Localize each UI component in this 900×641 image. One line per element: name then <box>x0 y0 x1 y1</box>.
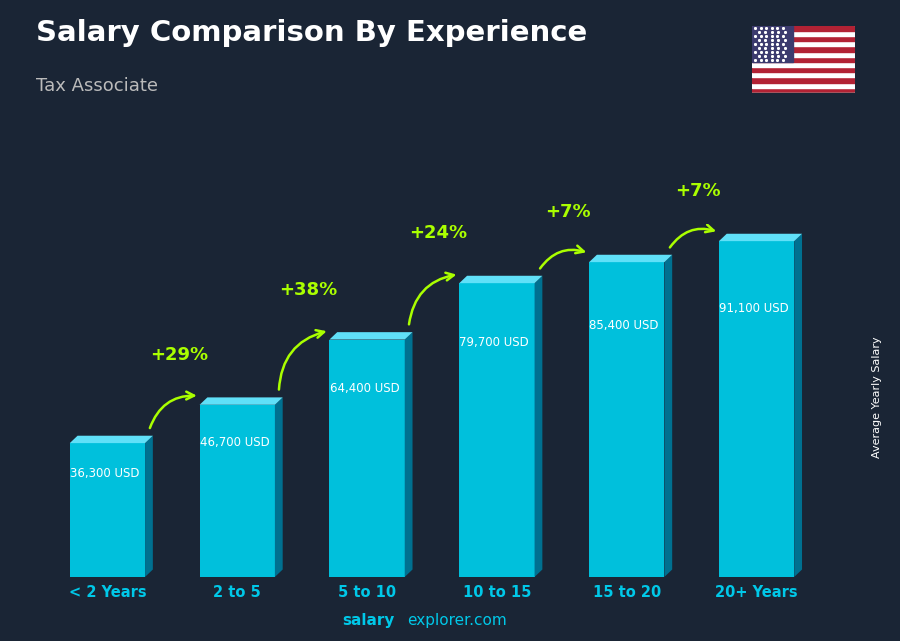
Bar <box>752 51 855 56</box>
Polygon shape <box>459 283 535 577</box>
Polygon shape <box>145 436 153 577</box>
Polygon shape <box>274 397 283 577</box>
Polygon shape <box>70 443 145 577</box>
Bar <box>752 67 855 72</box>
Text: +7%: +7% <box>545 203 591 221</box>
Polygon shape <box>459 276 543 283</box>
Polygon shape <box>590 262 664 577</box>
Bar <box>752 62 855 67</box>
FancyArrowPatch shape <box>279 330 324 390</box>
FancyArrowPatch shape <box>409 272 454 324</box>
Bar <box>752 46 855 51</box>
Polygon shape <box>794 234 802 577</box>
Text: 79,700 USD: 79,700 USD <box>459 336 529 349</box>
Text: 91,100 USD: 91,100 USD <box>719 301 789 315</box>
Text: +7%: +7% <box>675 182 721 200</box>
Polygon shape <box>329 332 412 340</box>
Text: salary: salary <box>342 613 394 628</box>
Bar <box>752 31 855 36</box>
Text: Tax Associate: Tax Associate <box>36 77 158 95</box>
Polygon shape <box>719 241 794 577</box>
Text: +24%: +24% <box>410 224 468 242</box>
FancyArrowPatch shape <box>670 225 714 247</box>
Bar <box>752 72 855 78</box>
Polygon shape <box>200 397 283 404</box>
Text: 64,400 USD: 64,400 USD <box>329 382 400 395</box>
Polygon shape <box>719 234 802 241</box>
Text: Salary Comparison By Experience: Salary Comparison By Experience <box>36 19 587 47</box>
Text: +29%: +29% <box>149 345 208 364</box>
Bar <box>752 41 855 46</box>
Bar <box>752 88 855 93</box>
FancyArrowPatch shape <box>150 392 194 428</box>
Text: 46,700 USD: 46,700 USD <box>200 436 269 449</box>
Polygon shape <box>200 404 274 577</box>
Text: +38%: +38% <box>280 281 338 299</box>
Bar <box>752 78 855 83</box>
Bar <box>752 26 793 62</box>
Text: explorer.com: explorer.com <box>407 613 507 628</box>
Polygon shape <box>70 436 153 443</box>
Polygon shape <box>329 340 405 577</box>
Text: Average Yearly Salary: Average Yearly Salary <box>872 337 883 458</box>
Text: 85,400 USD: 85,400 USD <box>590 319 659 332</box>
Text: 36,300 USD: 36,300 USD <box>70 467 140 480</box>
FancyArrowPatch shape <box>540 246 584 269</box>
Polygon shape <box>590 254 672 262</box>
Bar <box>752 83 855 88</box>
Bar <box>752 36 855 41</box>
Polygon shape <box>405 332 412 577</box>
Bar <box>752 26 855 31</box>
Bar <box>752 56 855 62</box>
Polygon shape <box>664 254 672 577</box>
Polygon shape <box>535 276 543 577</box>
